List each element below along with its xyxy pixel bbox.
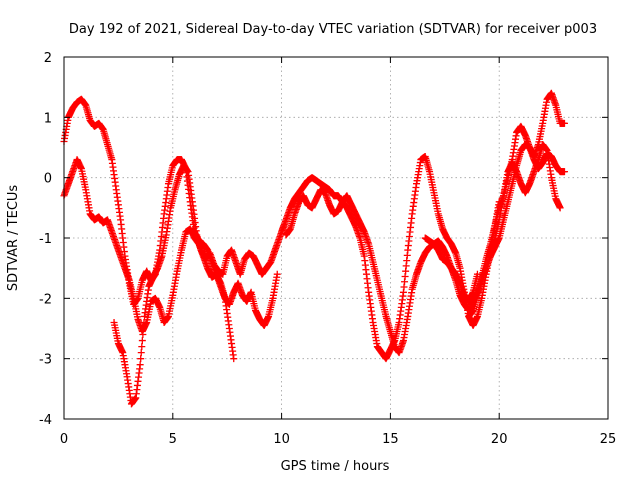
data-point [560, 168, 568, 176]
y-tick-labels: -4 -3 -2 -1 0 1 2 [39, 51, 52, 428]
y-tick-label: 2 [44, 51, 52, 66]
data-point [139, 331, 147, 339]
x-tick-label: 10 [273, 432, 290, 447]
data-point [140, 318, 148, 326]
x-tick-label: 25 [600, 432, 617, 447]
data-point [137, 355, 145, 363]
series-track-7 [486, 140, 564, 260]
x-tick-label: 15 [382, 432, 399, 447]
data-point [138, 337, 146, 345]
y-tick-label: -1 [39, 232, 52, 247]
data-points [60, 89, 568, 408]
x-tick-label: 20 [491, 432, 508, 447]
data-point [473, 270, 481, 278]
series-track-4 [278, 153, 503, 363]
y-tick-label: 0 [44, 172, 52, 187]
y-tick-label: -4 [39, 413, 52, 428]
data-point [556, 204, 564, 212]
data-point [138, 343, 146, 351]
data-point [139, 325, 147, 332]
chart-title: Day 192 of 2021, Sidereal Day-to-day VTE… [69, 22, 597, 37]
data-point [230, 355, 238, 363]
x-tick-label: 0 [60, 432, 68, 447]
series-track-5 [282, 140, 568, 357]
x-tick-labels: 0 5 10 15 20 25 [60, 432, 616, 447]
y-tick-label: 1 [44, 111, 52, 126]
y-tick-label: -3 [39, 353, 52, 368]
series-track-3 [110, 162, 288, 408]
y-tick-label: -2 [39, 292, 52, 307]
data-point [273, 270, 281, 278]
series-track-8 [421, 234, 481, 305]
y-axis-label: SDTVAR / TECUs [6, 185, 21, 292]
x-axis-label: GPS time / hours [281, 459, 390, 474]
data-point [560, 119, 568, 127]
data-point [137, 349, 145, 357]
x-tick-label: 5 [169, 432, 177, 447]
axis-ticks [63, 56, 609, 420]
data-point [136, 361, 144, 369]
